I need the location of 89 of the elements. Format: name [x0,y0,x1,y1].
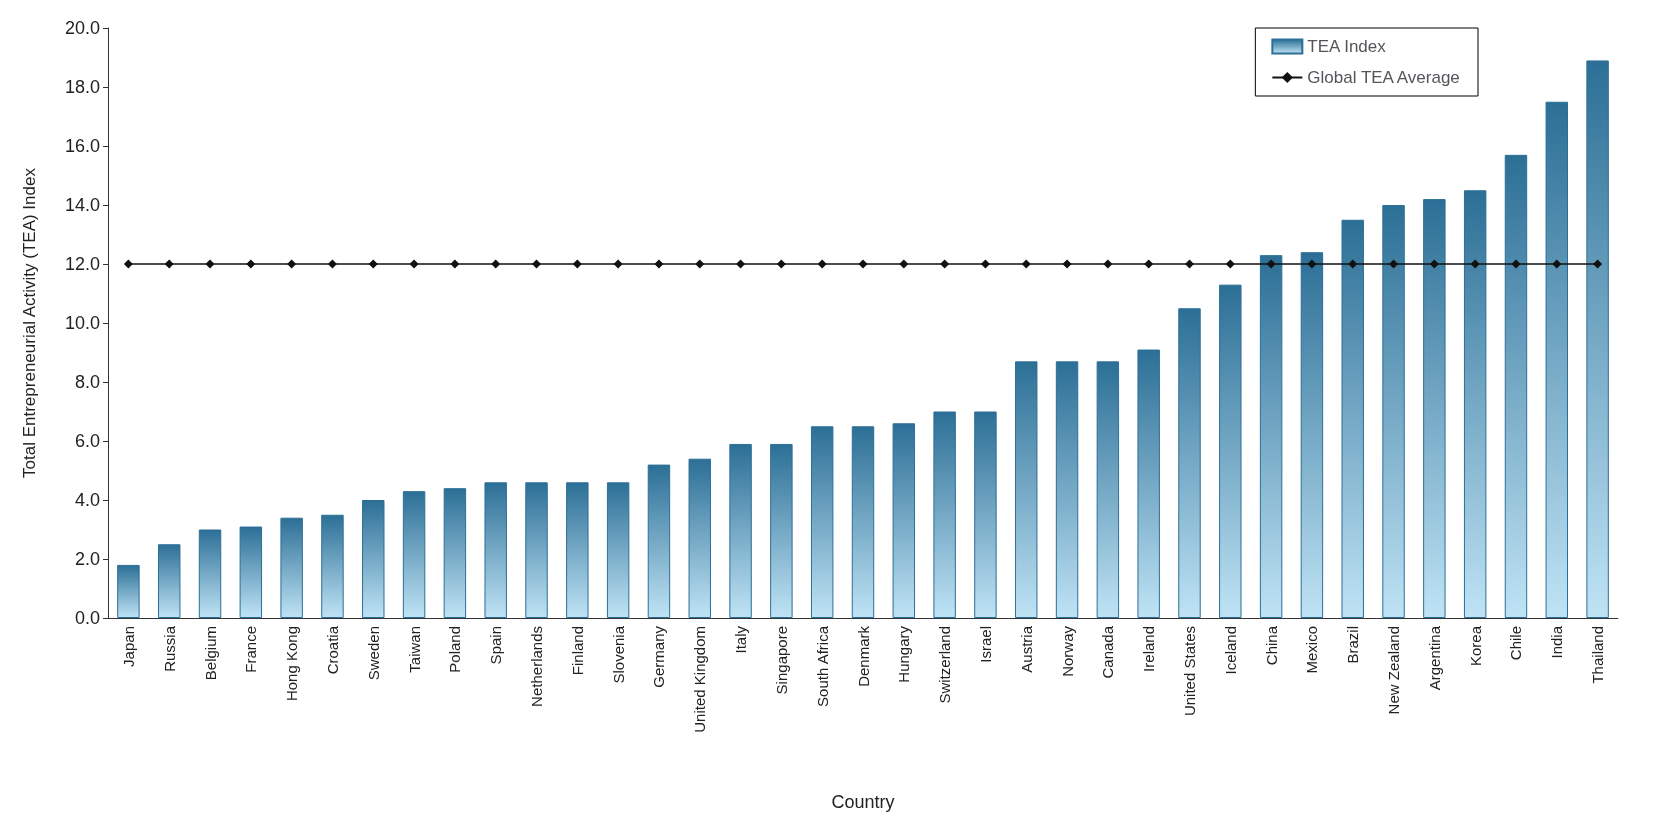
legend-label: TEA Index [1307,37,1387,56]
x-tick-label: Croatia [323,625,341,675]
x-tick-label: Germany [650,625,668,688]
bar [525,482,548,618]
x-tick-label: Sweden [364,626,382,681]
bar [1015,361,1038,618]
bar [157,544,181,618]
bar [770,443,793,618]
bar [1096,361,1120,618]
bar [1463,190,1487,618]
bar [974,411,997,618]
bar [1055,361,1079,618]
y-tick-label: 14.0 [64,195,100,215]
bar [892,423,916,618]
x-tick-label: Russia [160,625,178,672]
x-tick-label: Canada [1099,625,1117,679]
y-tick-label: 12.0 [64,254,100,274]
bar [1504,154,1528,618]
x-tick-label: South Africa [813,625,831,707]
y-tick-label: 16.0 [64,136,100,156]
bar [402,491,426,618]
x-tick-label: Brazil [1344,626,1362,664]
y-tick-label: 8.0 [74,372,100,392]
y-axis-title: Total Entrepreneurial Activity (TEA) Index [20,167,39,478]
bar [933,411,956,618]
x-tick-label: Italy [732,625,750,654]
bar [1219,284,1242,618]
bar [1341,219,1364,618]
bar [443,488,467,618]
x-tick-label: France [242,626,260,673]
x-tick-label: Poland [446,626,464,673]
x-tick-label: Iceland [1221,626,1239,675]
bar [117,564,140,618]
y-tick-label: 6.0 [74,431,100,451]
bar [484,482,507,618]
x-tick-label: Switzerland [936,626,954,704]
bar [321,514,344,618]
bar [1259,255,1283,618]
bar [1423,199,1446,618]
x-tick-label: Norway [1058,625,1076,677]
x-tick-label: Slovenia [609,625,627,684]
x-tick-label: Mexico [1303,626,1321,674]
x-tick-label: India [1548,625,1566,659]
bar [851,426,875,618]
x-tick-label: China [1262,625,1280,666]
x-tick-label: United Kingdom [691,626,709,733]
x-tick-label: Austria [1017,625,1035,673]
x-tick-label: Chile [1507,626,1525,661]
bar [239,526,263,618]
x-tick-label: Netherlands [528,626,546,707]
x-tick-label: Spain [487,626,505,665]
y-tick-label: 4.0 [74,490,100,510]
x-tick-label: Korea [1466,625,1484,667]
y-tick-label: 10.0 [64,313,100,333]
y-tick-label: 18.0 [64,77,100,97]
y-tick-label: 2.0 [74,549,100,569]
x-tick-label: Taiwan [405,626,423,673]
y-tick-label: 0.0 [74,608,100,628]
y-tick-label: 20.0 [64,18,100,38]
bar [1545,101,1569,618]
bar [1137,349,1160,618]
bar [810,426,834,618]
x-axis-title: Country [831,792,895,812]
bar [362,500,385,618]
x-tick-label: New Zealand [1385,626,1403,715]
bar [688,458,711,618]
bar [1178,308,1201,618]
bar [1382,205,1405,618]
bar [647,464,671,618]
x-tick-label: Israel [976,626,994,663]
bar [729,443,752,618]
bar [1300,252,1324,618]
x-tick-label: Belgium [201,626,219,681]
bar [1586,60,1609,618]
bar [566,482,589,618]
x-tick-label: Argentina [1425,625,1443,691]
bar [198,529,222,618]
x-tick-label: United States [1180,626,1198,717]
x-tick-label: Japan [119,626,137,667]
legend-label: Global TEA Average [1307,68,1460,87]
x-tick-label: Denmark [854,625,872,687]
x-tick-label: Finland [568,626,586,676]
x-tick-label: Hong Kong [283,626,301,702]
x-tick-label: Hungary [895,625,913,683]
x-tick-label: Ireland [1140,626,1158,672]
x-tick-label: Singapore [772,626,790,695]
x-tick-label: Thailand [1589,626,1607,684]
bar [280,517,303,618]
bar [606,482,630,618]
